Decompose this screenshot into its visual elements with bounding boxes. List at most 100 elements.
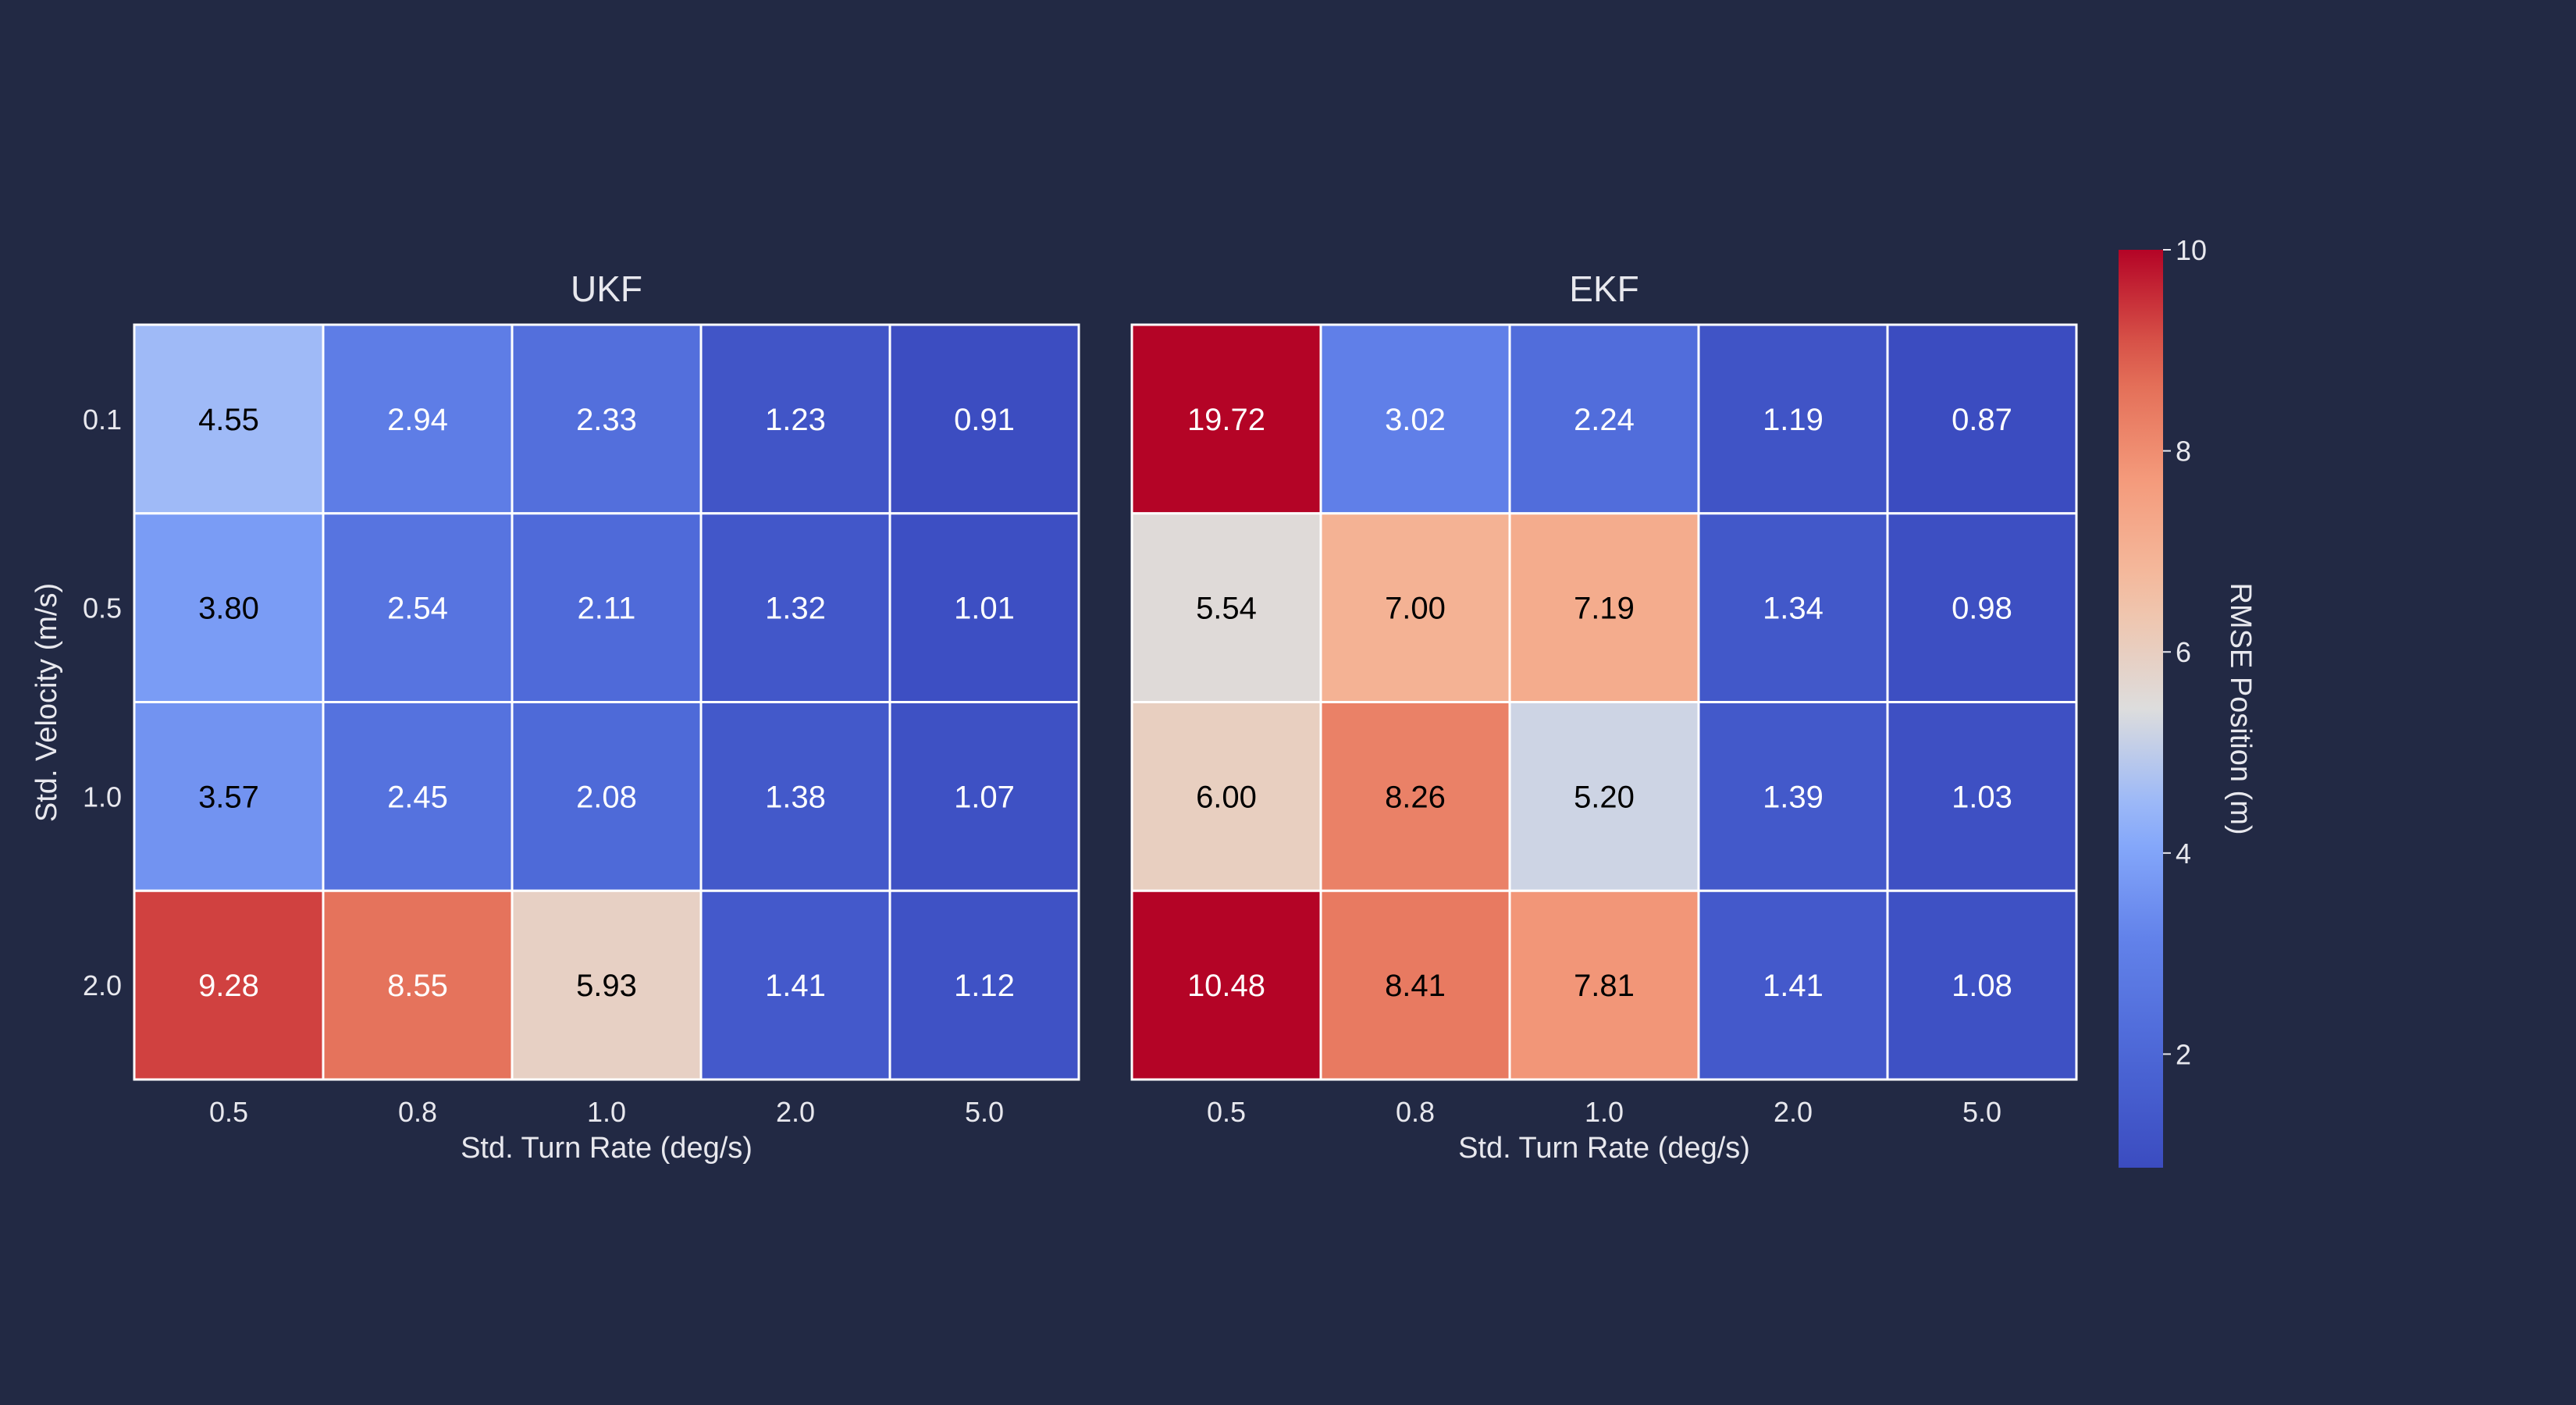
ukf-panel-title: UKF — [571, 269, 642, 309]
ukf-cell-value: 5.93 — [576, 969, 637, 1003]
ukf-cell — [133, 512, 325, 703]
ekf-heatmap-panel: EKF Std. Turn Rate (deg/s) 19.72 3.02 2.24… — [1130, 269, 2078, 1165]
ekf-cell — [1319, 512, 1511, 703]
ukf-cell — [699, 701, 891, 892]
ukf-cell-value: 3.80 — [198, 592, 259, 626]
ukf-cell — [322, 323, 514, 515]
ukf-x-ticks: 0.5 0.8 1.0 2.0 5.0 — [209, 1096, 1004, 1128]
ekf-cell — [1130, 889, 1322, 1081]
ekf-cell — [1319, 323, 1511, 515]
ekf-cell-value: 0.98 — [1952, 592, 2012, 626]
ukf-cell — [133, 323, 325, 515]
ukf-cell-value: 2.33 — [576, 403, 637, 437]
ukf-y-tick-label: 0.5 — [83, 592, 122, 624]
ekf-cells: 19.72 3.02 2.24 1.19 0.87 5.54 7.00 7.19 1.34 0.9… — [1130, 323, 2078, 1081]
ukf-cell — [699, 323, 891, 515]
ukf-cell-value: 2.45 — [387, 780, 448, 814]
ekf-cell — [1508, 512, 1700, 703]
ukf-cell — [888, 512, 1080, 703]
ukf-cell-value: 1.41 — [765, 969, 826, 1003]
ekf-cell-value: 1.41 — [1763, 969, 1823, 1003]
ekf-cell-value: 10.48 — [1187, 969, 1265, 1003]
ukf-x-tick-label: 2.0 — [776, 1096, 815, 1128]
colorbar-tick-label: 4 — [2176, 838, 2191, 870]
ukf-cell — [322, 701, 514, 892]
colorbar-tick-label: 2 — [2176, 1038, 2191, 1070]
ukf-cell-value: 2.54 — [387, 592, 448, 626]
ekf-cell-value: 1.19 — [1763, 403, 1823, 437]
ekf-x-tick-label: 0.8 — [1396, 1096, 1435, 1128]
colorbar-label: RMSE Position (m) — [2224, 582, 2257, 834]
ekf-cell-value: 0.87 — [1952, 403, 2012, 437]
ekf-x-ticks: 0.5 0.8 1.0 2.0 5.0 — [1207, 1096, 2001, 1128]
ekf-cell-value: 19.72 — [1187, 403, 1265, 437]
ukf-cell — [888, 889, 1080, 1081]
ukf-cell-value: 3.57 — [198, 780, 259, 814]
ekf-cell-value: 1.34 — [1763, 592, 1823, 626]
ekf-cell — [1508, 889, 1700, 1081]
ekf-x-tick-label: 1.0 — [1585, 1096, 1624, 1128]
ukf-cell-value: 2.08 — [576, 780, 637, 814]
ekf-cell-value: 1.39 — [1763, 780, 1823, 814]
ukf-cell-value: 1.32 — [765, 592, 826, 626]
ekf-cell-value: 7.00 — [1385, 592, 1446, 626]
ekf-x-tick-label: 5.0 — [1962, 1096, 2001, 1128]
colorbar: 2 4 6 8 10 RMSE Position (m) — [2119, 234, 2257, 1168]
ukf-cell — [888, 323, 1080, 515]
ekf-cell-value: 3.02 — [1385, 403, 1446, 437]
colorbar-tick-label: 6 — [2176, 636, 2191, 668]
ukf-y-ticks: 0.1 0.5 1.0 2.0 — [83, 404, 122, 1001]
ukf-y-axis-label: Std. Velocity (m/s) — [30, 583, 63, 822]
ukf-y-tick-label: 2.0 — [83, 969, 122, 1001]
ukf-cell — [133, 889, 325, 1081]
ekf-cell-value: 5.54 — [1196, 592, 1257, 626]
ukf-cell-value: 1.38 — [765, 780, 826, 814]
ukf-cells: 4.55 2.94 2.33 1.23 0.91 3.80 2.54 2.11 1.32 1.01… — [133, 323, 1080, 1081]
ukf-cell — [511, 701, 703, 892]
ekf-cell — [1697, 889, 1889, 1081]
ekf-x-tick-label: 0.5 — [1207, 1096, 1246, 1128]
ukf-cell — [322, 889, 514, 1081]
ukf-cell-value: 1.01 — [954, 592, 1015, 626]
ukf-cell — [511, 512, 703, 703]
ekf-x-axis-label: Std. Turn Rate (deg/s) — [1458, 1132, 1750, 1165]
ekf-cell-value: 7.19 — [1574, 592, 1635, 626]
ekf-panel-title: EKF — [1569, 269, 1638, 309]
ekf-cell-value: 2.24 — [1574, 403, 1635, 437]
ukf-cell — [888, 701, 1080, 892]
colorbar-tick-label: 10 — [2176, 234, 2207, 266]
ukf-cell-value: 0.91 — [954, 403, 1015, 437]
ukf-cell — [511, 323, 703, 515]
ukf-cell-value: 2.94 — [387, 403, 448, 437]
ekf-cell — [1886, 323, 2078, 515]
ukf-cell — [511, 889, 703, 1081]
ekf-cell — [1319, 889, 1511, 1081]
ukf-cell-value: 4.55 — [198, 403, 259, 437]
ukf-x-tick-label: 5.0 — [965, 1096, 1004, 1128]
ekf-cell — [1886, 889, 2078, 1081]
colorbar-ticks: 2 4 6 8 10 — [2163, 234, 2207, 1070]
ekf-cell — [1130, 701, 1322, 892]
ukf-y-tick-label: 0.1 — [83, 404, 122, 436]
ukf-cell — [699, 889, 891, 1081]
ukf-x-tick-label: 0.8 — [398, 1096, 437, 1128]
ekf-cell-value: 8.41 — [1385, 969, 1446, 1003]
ukf-y-tick-label: 1.0 — [83, 781, 122, 813]
ekf-cell-value: 1.08 — [1952, 969, 2012, 1003]
ekf-cell — [1130, 323, 1322, 515]
ukf-cell-value: 2.11 — [578, 592, 636, 626]
ukf-cell-value: 8.55 — [387, 969, 448, 1003]
colorbar-tick-label: 8 — [2176, 436, 2191, 468]
ekf-cell-value: 7.81 — [1574, 969, 1635, 1003]
ekf-cell — [1697, 512, 1889, 703]
ukf-x-axis-label: Std. Turn Rate (deg/s) — [461, 1132, 753, 1165]
ukf-heatmap-panel: UKF Std. Turn Rate (deg/s) Std. Velocity… — [30, 269, 1080, 1165]
ekf-cell-value: 5.20 — [1574, 780, 1635, 814]
ukf-cell-value: 1.23 — [765, 403, 826, 437]
ekf-cell-value: 8.26 — [1385, 780, 1446, 814]
ekf-cell — [1886, 701, 2078, 892]
ukf-cell-value: 1.12 — [954, 969, 1015, 1003]
ekf-x-tick-label: 2.0 — [1774, 1096, 1813, 1128]
ukf-cell-value: 1.07 — [954, 780, 1015, 814]
